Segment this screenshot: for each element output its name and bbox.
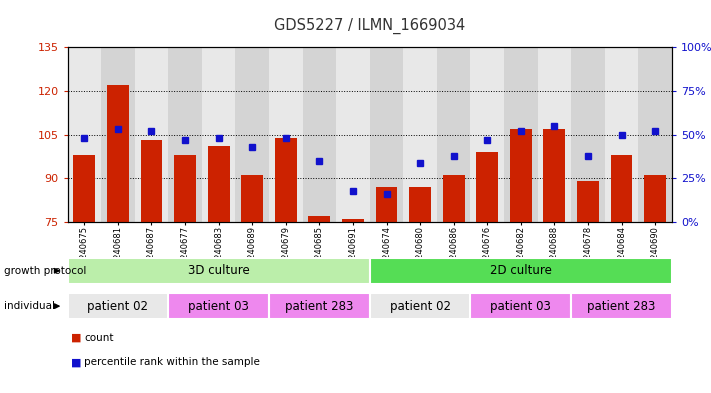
Bar <box>336 47 370 222</box>
Bar <box>269 47 303 222</box>
Text: patient 283: patient 283 <box>285 299 353 313</box>
Bar <box>471 294 571 319</box>
Bar <box>169 47 202 222</box>
Text: growth protocol: growth protocol <box>4 266 86 276</box>
Bar <box>269 294 370 319</box>
Bar <box>403 47 437 222</box>
Bar <box>577 181 599 222</box>
Bar <box>605 47 638 222</box>
Bar <box>543 129 565 222</box>
Bar <box>370 294 471 319</box>
Bar <box>235 47 269 222</box>
Text: patient 283: patient 283 <box>587 299 656 313</box>
Bar <box>174 155 196 222</box>
Text: count: count <box>84 333 113 343</box>
Bar <box>375 187 397 222</box>
Bar <box>510 129 532 222</box>
Text: percentile rank within the sample: percentile rank within the sample <box>84 357 260 367</box>
Bar <box>638 47 672 222</box>
Text: patient 02: patient 02 <box>87 299 149 313</box>
Bar <box>644 175 666 222</box>
Bar <box>303 47 336 222</box>
Bar <box>571 294 672 319</box>
Bar <box>101 47 134 222</box>
Bar <box>241 175 263 222</box>
Bar <box>571 47 605 222</box>
Bar <box>443 175 464 222</box>
Bar <box>68 258 370 283</box>
Bar <box>141 140 162 222</box>
Bar <box>73 155 95 222</box>
Bar <box>611 155 633 222</box>
Bar <box>409 187 431 222</box>
Bar <box>134 47 169 222</box>
Bar <box>169 294 269 319</box>
Bar <box>275 138 296 222</box>
Bar <box>471 47 504 222</box>
Bar <box>107 85 129 222</box>
Bar <box>68 47 101 222</box>
Bar <box>370 258 672 283</box>
Text: 2D culture: 2D culture <box>490 264 552 277</box>
Bar <box>437 47 471 222</box>
Text: 3D culture: 3D culture <box>188 264 250 277</box>
Bar <box>476 152 498 222</box>
Text: ■: ■ <box>71 357 82 367</box>
Bar <box>208 146 230 222</box>
Text: ■: ■ <box>71 333 82 343</box>
Text: individual: individual <box>4 301 55 311</box>
Bar <box>538 47 571 222</box>
Bar <box>68 294 169 319</box>
Bar <box>309 216 331 222</box>
Text: patient 03: patient 03 <box>188 299 249 313</box>
Bar <box>202 47 235 222</box>
Bar <box>504 47 538 222</box>
Text: patient 02: patient 02 <box>390 299 451 313</box>
Bar <box>342 219 364 222</box>
Text: GDS5227 / ILMN_1669034: GDS5227 / ILMN_1669034 <box>274 18 465 34</box>
Bar <box>370 47 403 222</box>
Text: patient 03: patient 03 <box>491 299 551 313</box>
